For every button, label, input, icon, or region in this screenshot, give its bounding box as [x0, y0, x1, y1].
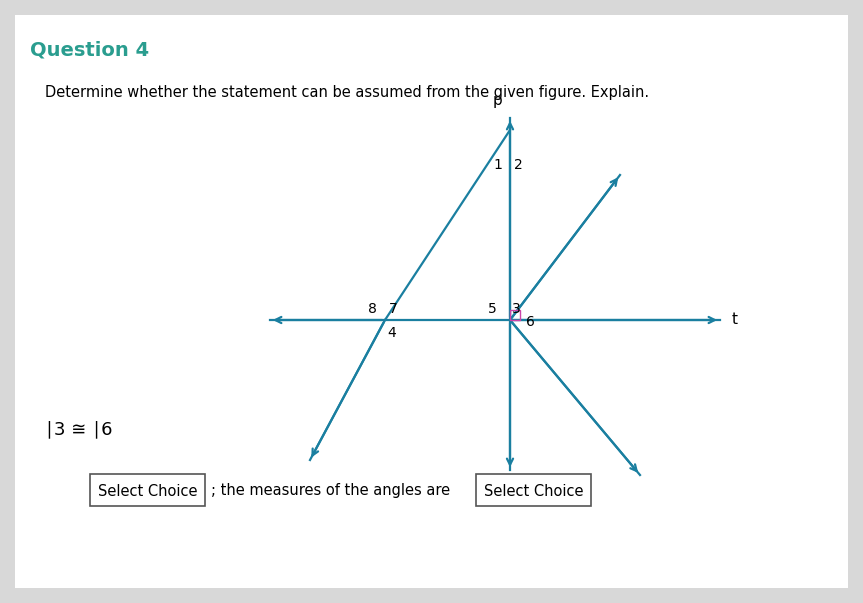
Text: 5: 5: [488, 302, 497, 316]
Text: 8: 8: [369, 302, 377, 316]
Text: 2: 2: [514, 158, 523, 172]
Text: 3: 3: [512, 302, 520, 316]
Text: ; the measures of the angles are: ; the measures of the angles are: [211, 484, 450, 499]
Bar: [90, 474, 205, 506]
Text: Select Choice: Select Choice: [98, 484, 198, 499]
Text: 6: 6: [526, 315, 535, 329]
Text: t: t: [732, 312, 738, 327]
Bar: [510, 310, 520, 320]
Text: Select Choice: Select Choice: [484, 484, 583, 499]
Text: 7: 7: [389, 302, 398, 316]
Text: 4: 4: [387, 326, 396, 340]
Text: Determine whether the statement can be assumed from the given figure. Explain.: Determine whether the statement can be a…: [45, 85, 649, 100]
Text: p: p: [492, 93, 502, 108]
Bar: [476, 474, 591, 506]
Text: ∣3 ≅ ∣6: ∣3 ≅ ∣6: [45, 420, 112, 438]
Text: 1: 1: [493, 158, 502, 172]
Text: Question 4: Question 4: [30, 40, 149, 59]
